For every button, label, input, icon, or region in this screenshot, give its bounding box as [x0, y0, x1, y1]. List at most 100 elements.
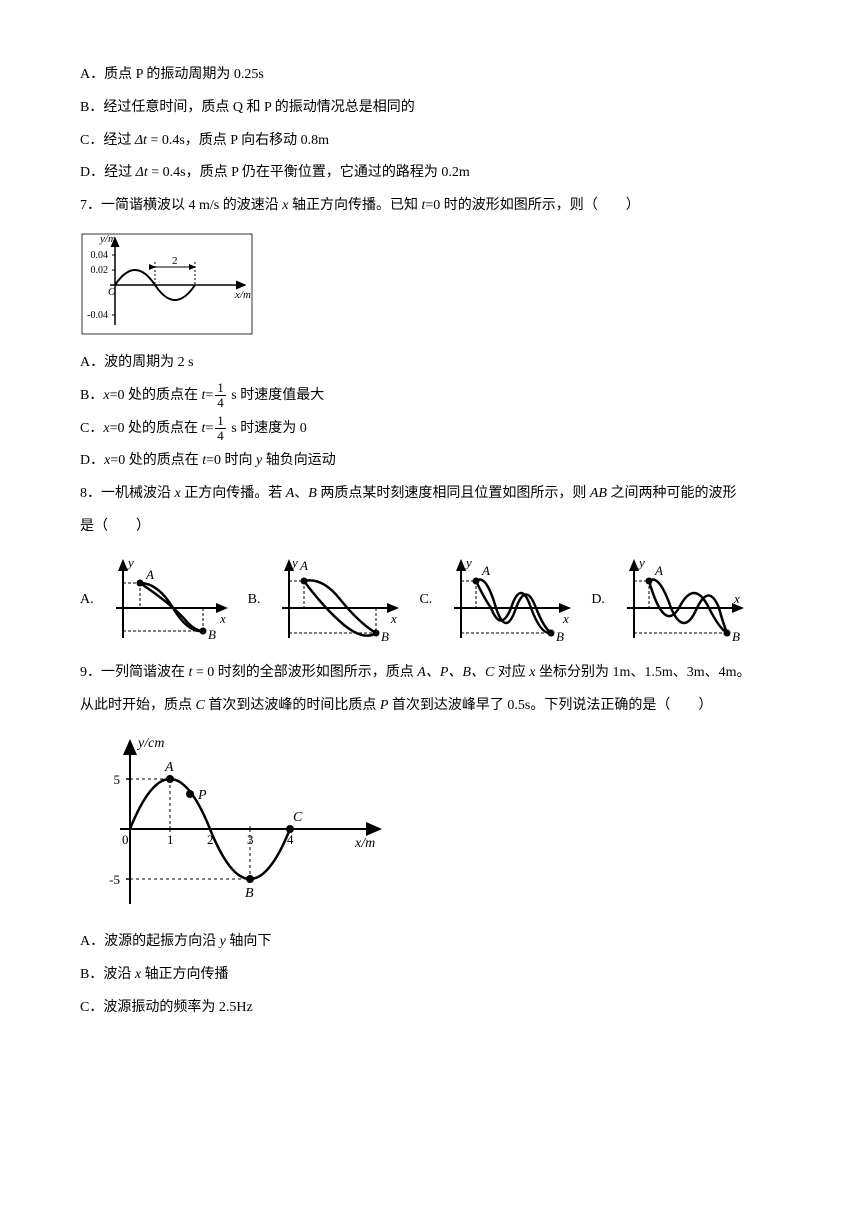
q9-optB: B．波沿 x 轴正方向传播 [80, 960, 780, 991]
text: 轴正方向传播 [141, 967, 229, 982]
fraction: 14 [215, 414, 226, 444]
svg-text:y: y [637, 555, 645, 570]
text: C．经过 [80, 133, 135, 148]
svg-text:y: y [290, 555, 298, 570]
text: =0 时向 [206, 453, 256, 468]
svg-text:B: B [556, 629, 564, 644]
text: 首次到达波峰的时间比质点 [205, 698, 380, 713]
text: 7．一简谐横波以 4 m/s 的波速沿 [80, 198, 282, 213]
svg-text:x: x [219, 611, 226, 626]
pt-C: C [293, 810, 303, 825]
text: A．波源的起振方向沿 [80, 934, 220, 949]
svg-text:A: A [481, 563, 490, 578]
q9-figure: y/cm x/m 5 -5 0 1 2 3 4 A P B C [80, 729, 780, 919]
text: 坐标分别为 1m、1.5m、3m、4m。 [536, 665, 751, 680]
q9-stem-line2: 从此时开始，质点 C 首次到达波峰的时间比质点 P 首次到达波峰早了 0.5s。… [80, 691, 780, 722]
text: 8．一机械波沿 [80, 486, 175, 501]
text: 轴负向运动 [262, 453, 336, 468]
svg-text:B: B [208, 627, 216, 642]
label: B. [248, 585, 261, 616]
q7-optC: C．x=0 处的质点在 t=14 s 时速度为 0 [80, 414, 780, 445]
ylabel: y/cm [136, 736, 164, 751]
ylabel: y/m [99, 233, 116, 245]
text: s 时速度为 0 [228, 421, 307, 436]
svg-text:B: B [381, 629, 389, 644]
text: 正方向传播。若 [181, 486, 286, 501]
text: 轴向下 [226, 934, 272, 949]
text: =0 处的质点在 [110, 388, 202, 403]
svg-text:A: A [654, 563, 663, 578]
text: =0 处的质点在 [110, 453, 202, 468]
xtick: 3 [247, 832, 254, 847]
svg-text:y: y [126, 555, 134, 570]
span-label: 2 [172, 255, 178, 267]
svg-text:x: x [390, 611, 397, 626]
pt-C: C [196, 698, 205, 713]
text: =0 时的波形如图所示，则（ ） [425, 198, 639, 213]
text: 之间两种可能的波形 [607, 486, 737, 501]
label: A. [80, 585, 94, 616]
svg-text:x: x [562, 611, 569, 626]
pts: A、P、B、C [417, 665, 494, 680]
svg-text:x: x [733, 591, 740, 606]
q6-optB: B．经过任意时间，质点 Q 和 P 的振动情况总是相同的 [80, 93, 780, 124]
q8-optC: C. y x A B [419, 553, 581, 648]
text: 轴正方向传播。已知 [288, 198, 421, 213]
pt-B: B [308, 486, 317, 501]
text: 、 [294, 486, 308, 501]
ytick: -5 [109, 872, 120, 887]
text: = [205, 421, 213, 436]
text: C． [80, 421, 103, 436]
q8-stem-line2: 是（ ） [80, 512, 780, 543]
xlabel: x/m [234, 289, 251, 301]
text: 两质点某时刻速度相同且位置如图所示，则 [317, 486, 590, 501]
pt-P: P [197, 788, 207, 803]
text: D． [80, 453, 104, 468]
delta-t: Δt [136, 165, 148, 180]
q6-optC: C．经过 Δt = 0.4s，质点 P 向右移动 0.8m [80, 126, 780, 157]
ytick: 0.02 [91, 265, 109, 276]
label: C. [419, 585, 432, 616]
text: = [205, 388, 213, 403]
text: D．经过 [80, 165, 136, 180]
origin: O [108, 286, 116, 298]
text: B． [80, 388, 103, 403]
pt-A: A [164, 760, 174, 775]
q7-optB: B．x=0 处的质点在 t=14 s 时速度值最大 [80, 381, 780, 412]
q6-optA: A．质点 P 的振动周期为 0.25s [80, 60, 780, 91]
q8-options: A. y x A B B. y A x [80, 553, 780, 648]
pt-B: B [245, 886, 254, 901]
text: 9．一列简谐波在 [80, 665, 189, 680]
text: =0 处的质点在 [110, 421, 202, 436]
pt-A: A [286, 486, 295, 501]
q7-optA: A．波的周期为 2 s [80, 348, 780, 379]
text: s 时速度值最大 [228, 388, 324, 403]
text: B．波沿 [80, 967, 135, 982]
text: = 0.4s，质点 P 向右移动 0.8m [147, 133, 329, 148]
q8-optA: A. y x A B [80, 553, 238, 648]
delta-t: Δt [135, 133, 147, 148]
q6-optD: D．经过 Δt = 0.4s，质点 P 仍在平衡位置，它通过的路程为 0.2m [80, 158, 780, 189]
svg-text:A: A [299, 558, 308, 573]
text: = 0.4s，质点 P 仍在平衡位置，它通过的路程为 0.2m [148, 165, 470, 180]
q8-optD: D. y x A B [591, 553, 754, 648]
svg-text:A: A [145, 567, 154, 582]
q7-stem: 7．一简谐横波以 4 m/s 的波速沿 x 轴正方向传播。已知 t=0 时的波形… [80, 191, 780, 222]
q9-stem-line1: 9．一列简谐波在 t = 0 时刻的全部波形如图所示，质点 A、P、B、C 对应… [80, 658, 780, 689]
q9-optA: A．波源的起振方向沿 y 轴向下 [80, 927, 780, 958]
text: 对应 [494, 665, 529, 680]
text: 从此时开始，质点 [80, 698, 196, 713]
ytick: 5 [114, 772, 121, 787]
q7-optD: D．x=0 处的质点在 t=0 时向 y 轴负向运动 [80, 446, 780, 477]
xtick: 1 [167, 832, 174, 847]
svg-text:y: y [464, 555, 472, 570]
svg-text:B: B [732, 629, 740, 644]
ytick: -0.04 [87, 310, 108, 321]
ytick: 0.04 [91, 250, 109, 261]
fraction: 14 [215, 381, 226, 411]
xtick: 0 [122, 832, 129, 847]
label: D. [591, 585, 605, 616]
pts-AB: AB [590, 486, 607, 501]
text: 首次到达波峰早了 0.5s。下列说法正确的是（ ） [388, 698, 712, 713]
q8-optB: B. y A x B [248, 553, 410, 648]
